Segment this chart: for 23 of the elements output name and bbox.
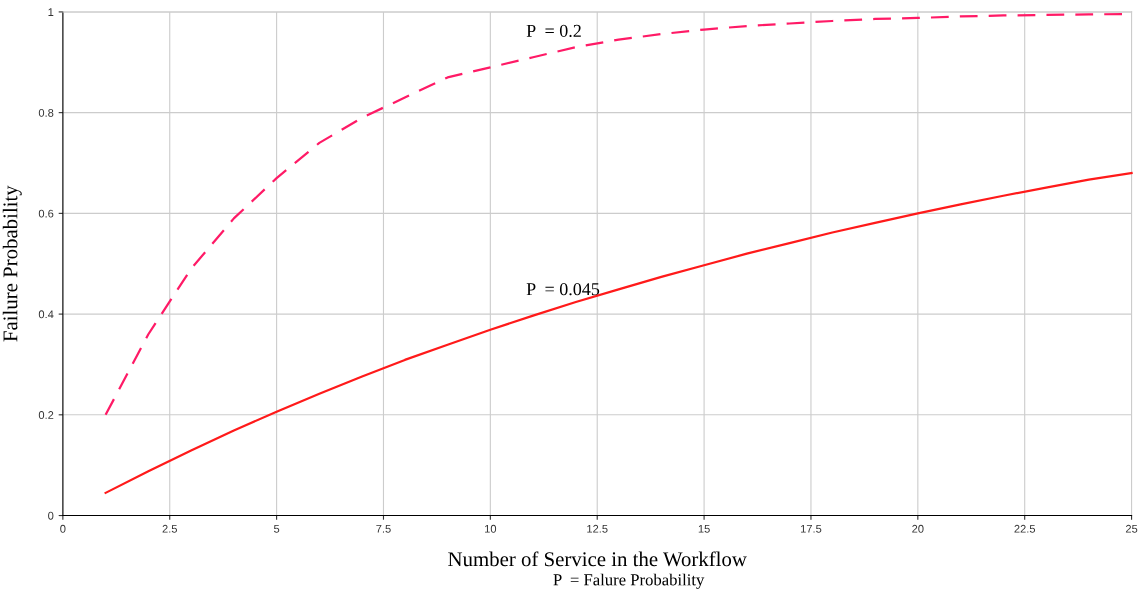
x-tick-label: 7.5 (376, 524, 391, 533)
series-label: P = 0.045 (526, 283, 600, 296)
y-tick-label: 0.4 (38, 310, 54, 319)
x-axis-title: Number of Service in the Workflow (448, 551, 747, 567)
y-tick-label: 0.6 (38, 209, 54, 218)
x-tick-label: 20 (912, 524, 924, 533)
x-tick-label: 17.5 (800, 524, 822, 533)
series-label: P = 0.2 (526, 24, 581, 37)
y-tick-label: 1 (48, 8, 54, 16)
x-tick-label: 0 (60, 524, 66, 533)
line-series (104, 171, 1133, 494)
y-tick-label: 0.8 (38, 108, 54, 117)
x-tick-label: 2.5 (162, 524, 177, 533)
x-tick-label: 5 (273, 524, 280, 533)
x-tick-label: 15 (698, 524, 710, 533)
y-axis-title: Failure Probability (2, 185, 22, 342)
text: P = Falure Probability (553, 573, 705, 589)
x-tick-label: 10 (485, 524, 497, 533)
x-tick-label: 25 (1125, 524, 1138, 533)
x-tick-label: 12.5 (587, 524, 608, 533)
y-tick-label: 0.2 (38, 411, 54, 419)
y-tick-label: 0 (48, 511, 54, 520)
x-tick-label: 22.5 (1014, 524, 1036, 533)
